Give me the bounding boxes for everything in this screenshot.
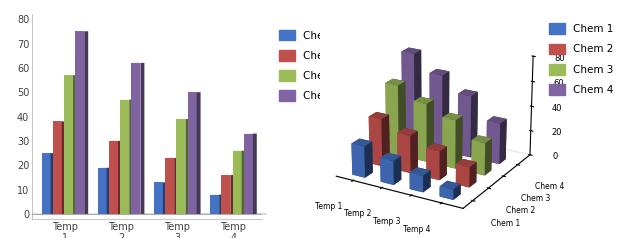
Polygon shape — [163, 182, 167, 214]
Legend: Chem 1, Chem 2, Chem 3, Chem 4: Chem 1, Chem 2, Chem 3, Chem 4 — [279, 30, 344, 101]
Polygon shape — [131, 63, 140, 214]
Polygon shape — [230, 175, 234, 214]
Polygon shape — [62, 121, 66, 214]
Polygon shape — [188, 92, 196, 214]
Polygon shape — [154, 182, 163, 214]
Polygon shape — [232, 151, 242, 214]
Polygon shape — [177, 119, 186, 214]
Legend: Chem 1, Chem 2, Chem 3, Chem 4: Chem 1, Chem 2, Chem 3, Chem 4 — [549, 23, 614, 95]
Polygon shape — [73, 75, 77, 214]
Polygon shape — [244, 134, 253, 214]
Polygon shape — [76, 31, 84, 214]
Polygon shape — [84, 31, 88, 214]
Polygon shape — [120, 99, 129, 214]
Polygon shape — [64, 75, 73, 214]
Polygon shape — [98, 168, 107, 214]
Polygon shape — [42, 153, 51, 214]
Polygon shape — [221, 175, 230, 214]
Polygon shape — [109, 141, 118, 214]
Polygon shape — [196, 92, 200, 214]
Polygon shape — [174, 158, 178, 214]
Polygon shape — [107, 168, 111, 214]
Polygon shape — [242, 151, 246, 214]
Polygon shape — [129, 99, 133, 214]
Polygon shape — [186, 119, 189, 214]
Polygon shape — [219, 194, 223, 214]
Polygon shape — [51, 153, 54, 214]
Polygon shape — [140, 63, 145, 214]
Polygon shape — [210, 195, 219, 214]
Polygon shape — [52, 121, 62, 214]
Polygon shape — [118, 141, 122, 214]
Polygon shape — [253, 134, 257, 214]
Polygon shape — [165, 158, 174, 214]
